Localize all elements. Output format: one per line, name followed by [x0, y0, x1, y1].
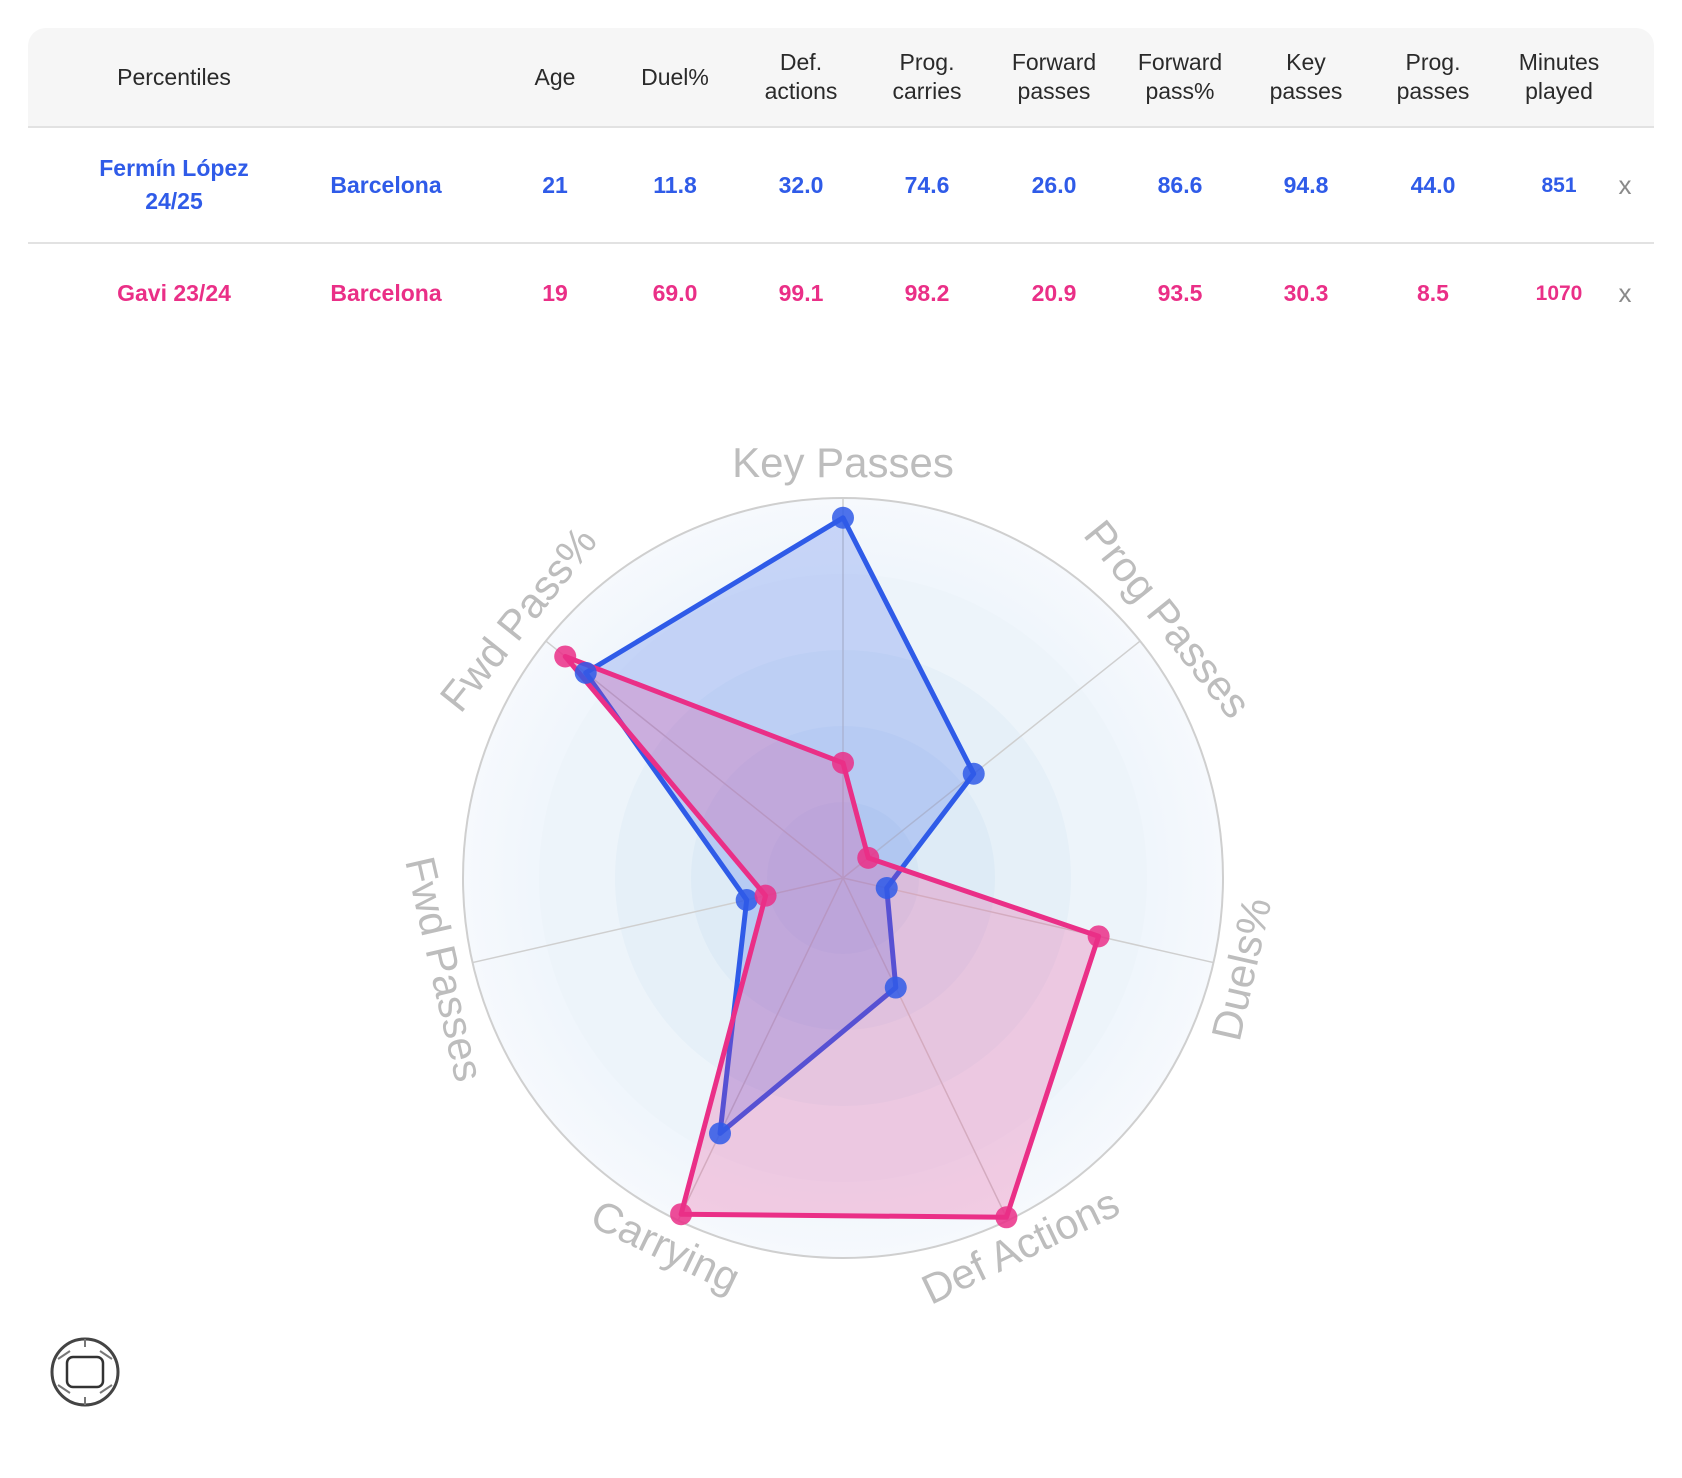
header-forward-passes: Forward passes [1011, 49, 1097, 104]
header-prog-passes: Prog. passes [1396, 49, 1470, 104]
radar-spoke [545, 640, 844, 879]
radar-point [670, 1203, 693, 1226]
radar-point [832, 506, 854, 529]
radar-point [995, 1206, 1018, 1229]
forward-passes-value: 20.9 [1031, 279, 1077, 306]
minutes-played-value: 1070 [1535, 281, 1583, 305]
team-name: Barcelona [330, 171, 442, 198]
radar-spoke [472, 877, 844, 964]
header-minutes-played: Minutes played [1518, 49, 1600, 104]
radar-point [554, 645, 577, 668]
table-header: Percentiles Age Duel% Def. actions Prog. c… [28, 28, 1654, 128]
def-actions-value: 32.0 [778, 171, 824, 198]
remove-row-button[interactable]: x [1618, 277, 1632, 308]
radar-series-layer [554, 506, 1110, 1229]
header-percentiles: Percentiles [117, 63, 231, 90]
radar-point [962, 762, 985, 785]
key-passes-value: 30.3 [1283, 279, 1329, 306]
mb-logo-icon [50, 1337, 120, 1407]
prog-passes-value: 8.5 [1417, 279, 1449, 306]
player-name: Fermín López 24/25 [99, 155, 249, 214]
radar-point [709, 1122, 732, 1145]
minutes-played-value: 851 [1541, 173, 1577, 197]
radar-series-area [562, 654, 1102, 1220]
age-value: 21 [542, 171, 568, 198]
radar-point [735, 888, 758, 911]
radar-point [832, 751, 854, 774]
forward-pass-pct-value: 93.5 [1157, 279, 1203, 306]
radar-point [884, 976, 907, 999]
prog-carries-value: 74.6 [904, 171, 950, 198]
header-def-actions: Def. actions [764, 49, 838, 104]
table-row: Fermín López 24/25 Barcelona 21 11.8 32.0… [28, 128, 1654, 244]
radar-spoke [842, 640, 1141, 879]
table-row: Gavi 23/24 Barcelona 19 69.0 99.1 98.2 2… [28, 244, 1654, 342]
duel-pct-value: 11.8 [653, 171, 697, 198]
team-name: Barcelona [330, 279, 442, 306]
header-age: Age [534, 63, 576, 90]
header-key-passes: Key passes [1269, 49, 1343, 104]
radar-point [1087, 925, 1110, 948]
header-duel-pct: Duel% [641, 63, 709, 90]
prog-passes-value: 44.0 [1410, 171, 1456, 198]
radar-spoke [677, 877, 844, 1221]
radar-spoke [842, 877, 1214, 964]
header-forward-pass-pct: Forward pass% [1137, 49, 1223, 104]
age-value: 19 [542, 279, 568, 306]
comparison-table: Percentiles Age Duel% Def. actions Prog. c… [28, 28, 1654, 342]
forward-passes-value: 26.0 [1031, 171, 1077, 198]
def-actions-value: 99.1 [778, 279, 824, 306]
prog-carries-value: 98.2 [904, 279, 950, 306]
radar-point [875, 876, 898, 899]
radar-point [754, 884, 777, 907]
radar-point [574, 661, 597, 684]
header-prog-carries: Prog. carries [892, 49, 962, 104]
player-name: Gavi 23/24 [117, 279, 231, 306]
key-passes-value: 94.8 [1283, 171, 1329, 198]
radar-spoke [842, 877, 1009, 1221]
radar-axis-label: Key Passes [732, 439, 954, 486]
forward-pass-pct-value: 86.6 [1157, 171, 1203, 198]
radar-point [857, 846, 880, 869]
remove-row-button[interactable]: x [1618, 169, 1632, 200]
duel-pct-value: 69.0 [652, 279, 698, 306]
